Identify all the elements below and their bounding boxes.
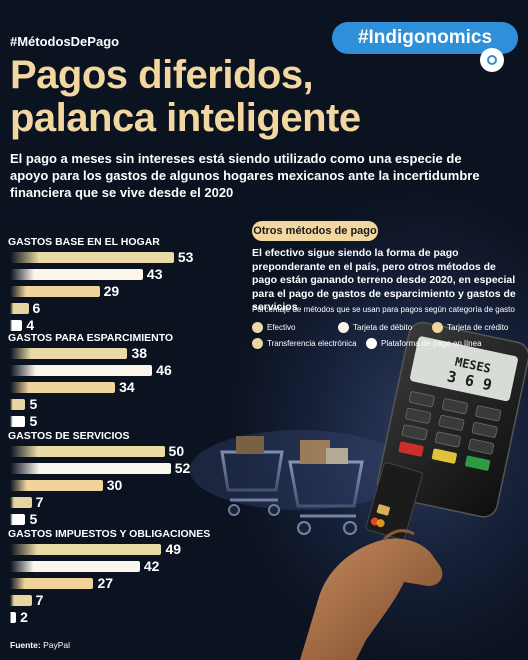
keypad [398, 391, 502, 471]
bar-value-label: 52 [174, 460, 191, 476]
legend-swatch [432, 322, 443, 333]
legend-item: Efectivo [252, 322, 295, 333]
legend-swatch [366, 338, 377, 349]
shopping-cart-icon [288, 440, 364, 535]
bar-value-label: 42 [143, 558, 160, 574]
bar-value-label: 34 [119, 379, 135, 395]
section-pill: Otros métodos de pago [252, 221, 378, 241]
bar [10, 365, 153, 376]
bar-value-label: 30 [106, 477, 123, 493]
terminal-screen [410, 336, 518, 402]
bar [10, 463, 171, 474]
group-label: GASTOS IMPUESTOS Y OBLIGACIONES [8, 528, 211, 540]
legend-item: Plataforma de pago en línea [366, 338, 482, 349]
bar-value-label: 49 [165, 541, 182, 557]
bar [10, 497, 32, 508]
source-value: PayPal [43, 640, 71, 650]
bar-value-label: 2 [20, 609, 28, 625]
source-label: Fuente: [10, 640, 41, 650]
group-label: GASTOS BASE EN EL HOGAR [8, 236, 160, 248]
group-label: GASTOS DE SERVICIOS [8, 430, 130, 442]
bar [10, 286, 100, 297]
bar-value-label: 5 [29, 511, 38, 527]
legend-label: Plataforma de pago en línea [381, 339, 482, 348]
bar [10, 595, 32, 606]
title-line: palanca inteligente [10, 96, 361, 140]
bar-value-label: 4 [26, 317, 35, 333]
source-note: Fuente: PayPal [10, 640, 70, 650]
bar [10, 446, 165, 457]
bar-value-label: 7 [35, 592, 44, 608]
bar-value-label: 5 [29, 396, 38, 412]
bar [10, 544, 162, 555]
hand-holding-card [300, 462, 443, 660]
bar-value-label: 6 [32, 300, 41, 316]
hashtag: #MétodosDePago [10, 34, 120, 49]
legend-swatch [338, 322, 349, 333]
bar-value-label: 29 [103, 283, 120, 299]
legend-caption: Porcentaje de métodos que se usan para p… [252, 305, 515, 314]
bar [10, 348, 128, 359]
bar-value-label: 38 [131, 345, 148, 361]
shopping-cart-icon [220, 436, 284, 516]
bar [10, 416, 26, 427]
bar-value-label: 50 [168, 443, 185, 459]
bar-value-label: 46 [156, 362, 172, 378]
legend-item: Transferencia electrónica [252, 338, 357, 349]
legend-swatch [252, 338, 263, 349]
aside-description: El efectivo sigue siendo la forma de pag… [252, 247, 516, 313]
bar [10, 320, 23, 331]
brand-logo-icon [480, 48, 504, 72]
bar [10, 269, 143, 280]
bar-value-label: 53 [177, 249, 194, 265]
bar-value-label: 5 [29, 413, 38, 429]
bar [10, 612, 17, 623]
bar [10, 303, 29, 314]
legend-label: Tarjeta de débito [353, 323, 413, 332]
bar [10, 578, 94, 589]
legend-label: Efectivo [267, 323, 296, 332]
bar-value-label: 43 [146, 266, 163, 282]
bar-value-label: 27 [97, 575, 114, 591]
legend-label: Transferencia electrónica [267, 339, 357, 348]
bar [10, 252, 174, 263]
bar [10, 561, 140, 572]
legend-item: Tarjeta de débito [338, 322, 412, 333]
bar [10, 382, 116, 393]
bar [10, 480, 103, 491]
legend-swatch [252, 322, 263, 333]
bar [10, 399, 26, 410]
page-title: Pagos diferidos, palanca inteligente [10, 54, 520, 140]
group-label: GASTOS PARA ESPARCIMIENTO [8, 332, 174, 344]
bar [10, 514, 26, 525]
card-terminal [376, 321, 528, 518]
title-line: Pagos diferidos, [10, 53, 314, 97]
bar-value-label: 7 [35, 494, 44, 510]
subtitle: El pago a meses sin intereses está siend… [10, 151, 480, 200]
legend-label: Tarjeta de crédito [447, 323, 509, 332]
legend-item: Tarjeta de crédito [432, 322, 508, 333]
